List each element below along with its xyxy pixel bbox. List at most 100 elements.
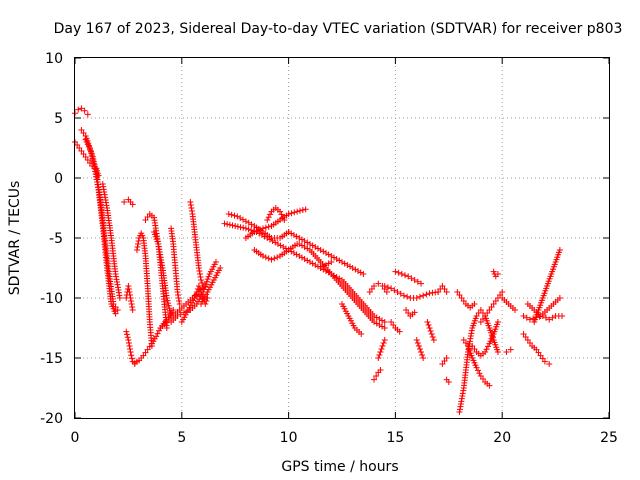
x-tick-label: 0 (71, 430, 80, 446)
data-point (482, 349, 489, 355)
data-point (395, 269, 402, 276)
data-point (129, 201, 136, 208)
data-point (424, 319, 431, 325)
data-point (112, 310, 119, 317)
data-point (170, 307, 177, 313)
data-point (416, 346, 423, 352)
data-point (427, 328, 434, 334)
y-tick-label: 10 (45, 51, 63, 67)
data-point (229, 222, 236, 229)
series-arc-a (72, 105, 91, 118)
data-point (167, 310, 174, 317)
series-arc-al (435, 283, 450, 295)
y-tick-label: -10 (40, 291, 63, 307)
data-point (413, 295, 420, 301)
data-point (224, 221, 231, 228)
data-point (198, 289, 205, 295)
data-point (228, 211, 235, 218)
data-point (176, 301, 183, 307)
data-point (296, 207, 303, 214)
data-point (175, 292, 182, 298)
data-point (375, 280, 382, 287)
data-point (128, 355, 135, 362)
data-point (520, 313, 527, 319)
data-point (299, 207, 306, 213)
data-point (163, 325, 170, 331)
series-arc-au (499, 295, 519, 313)
series-arc-ab (339, 301, 365, 337)
data-point (523, 314, 530, 321)
series-arc-ao (456, 307, 501, 415)
data-point (116, 295, 123, 301)
series-arc-an (443, 376, 452, 385)
data-point (408, 275, 415, 282)
data-point (360, 271, 367, 277)
data-point (474, 367, 481, 374)
data-point (262, 254, 269, 261)
data-point (131, 359, 138, 366)
data-point (199, 280, 206, 286)
data-point (494, 271, 501, 277)
data-point (285, 211, 292, 217)
data-point (265, 223, 272, 230)
data-point (443, 355, 450, 361)
axis-ticks: 0 5 10 15 20 25 -20 -15 -10 -5 0 5 10 (40, 51, 618, 446)
data-point (419, 352, 426, 358)
data-point (391, 287, 398, 294)
data-point (84, 111, 91, 118)
data-point (226, 221, 233, 228)
data-point (196, 271, 203, 277)
data-point (380, 340, 387, 346)
data-point (376, 352, 383, 358)
data-point (176, 298, 183, 304)
data-point (291, 209, 298, 216)
data-point (415, 343, 422, 349)
data-point (203, 278, 210, 285)
data-point (188, 205, 195, 211)
series-arc-j (133, 230, 155, 349)
data-point (125, 340, 132, 346)
data-point (125, 337, 132, 343)
y-axis-label: SDTVAR / TECUs (7, 181, 23, 296)
series-arc-x (264, 205, 288, 223)
data-point (164, 297, 171, 304)
data-point (445, 379, 452, 385)
series-arc-z (296, 241, 388, 331)
data-point (129, 304, 136, 310)
data-point (204, 276, 211, 283)
data-point (126, 343, 133, 349)
data-point (156, 327, 163, 334)
y-tick-label: 5 (54, 111, 63, 127)
x-tick-label: 15 (386, 430, 404, 446)
data-point (242, 225, 249, 232)
data-point (196, 286, 203, 292)
data-point (541, 358, 548, 365)
data-point (174, 313, 181, 319)
data-point (75, 106, 82, 113)
data-point (426, 325, 433, 331)
data-point (234, 223, 241, 230)
data-point (425, 322, 432, 328)
series-arc-av (503, 346, 514, 355)
series-arc-ar (477, 289, 506, 325)
data-point (381, 325, 388, 331)
data-point (405, 273, 412, 280)
series-arc-ah (388, 319, 403, 335)
data-point (499, 289, 506, 295)
data-point (128, 298, 135, 304)
data-point (388, 285, 395, 292)
data-point (231, 212, 238, 219)
data-point (135, 241, 142, 247)
y-tick-label: 0 (54, 171, 63, 187)
series-arc-ai (403, 307, 418, 319)
data-point (221, 220, 228, 227)
data-point (420, 355, 427, 361)
data-point (383, 289, 390, 295)
series-arc-s (178, 289, 205, 325)
data-point (254, 227, 261, 234)
data-point (154, 330, 161, 337)
data-point (134, 244, 141, 250)
data-point (420, 292, 427, 299)
data-point (125, 286, 132, 292)
